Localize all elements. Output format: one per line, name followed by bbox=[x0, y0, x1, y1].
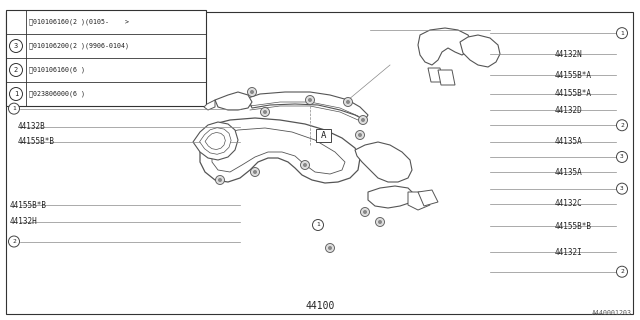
Text: A440001203: A440001203 bbox=[592, 310, 632, 316]
Text: Ⓝ023806000(6 ): Ⓝ023806000(6 ) bbox=[29, 91, 85, 97]
Bar bbox=[6, 10, 206, 106]
Circle shape bbox=[10, 87, 22, 100]
Circle shape bbox=[360, 207, 369, 217]
Circle shape bbox=[218, 178, 222, 182]
Text: 44132D: 44132D bbox=[555, 106, 583, 115]
Text: 3: 3 bbox=[620, 155, 624, 159]
Circle shape bbox=[376, 218, 385, 227]
Polygon shape bbox=[408, 192, 430, 210]
Circle shape bbox=[8, 103, 19, 114]
Bar bbox=[316, 129, 331, 142]
Circle shape bbox=[248, 87, 257, 97]
Polygon shape bbox=[355, 142, 412, 182]
Text: 3: 3 bbox=[14, 43, 18, 49]
Text: 44135A: 44135A bbox=[555, 168, 583, 177]
Polygon shape bbox=[212, 128, 345, 174]
Circle shape bbox=[308, 98, 312, 102]
Circle shape bbox=[312, 220, 323, 230]
Text: 44155B*B: 44155B*B bbox=[18, 137, 55, 146]
Circle shape bbox=[346, 100, 350, 104]
Circle shape bbox=[363, 210, 367, 214]
Circle shape bbox=[358, 133, 362, 137]
Circle shape bbox=[260, 108, 269, 116]
Text: 3: 3 bbox=[620, 186, 624, 191]
Circle shape bbox=[616, 120, 627, 131]
Text: 1: 1 bbox=[12, 106, 16, 111]
Polygon shape bbox=[204, 100, 215, 110]
Circle shape bbox=[10, 39, 22, 52]
Circle shape bbox=[328, 246, 332, 250]
Text: Ⓑ010106160(2 )(0105-    >: Ⓑ010106160(2 )(0105- > bbox=[29, 19, 129, 25]
Circle shape bbox=[616, 266, 627, 277]
Polygon shape bbox=[200, 128, 231, 154]
Polygon shape bbox=[368, 186, 415, 208]
Circle shape bbox=[358, 116, 367, 124]
Circle shape bbox=[250, 167, 259, 177]
Polygon shape bbox=[418, 190, 438, 206]
Text: 44132N: 44132N bbox=[555, 50, 583, 59]
Circle shape bbox=[250, 90, 254, 94]
Circle shape bbox=[616, 151, 627, 163]
Polygon shape bbox=[438, 70, 455, 85]
Polygon shape bbox=[205, 132, 225, 149]
Text: 2: 2 bbox=[12, 239, 16, 244]
Circle shape bbox=[378, 220, 382, 224]
Circle shape bbox=[361, 118, 365, 122]
Text: A: A bbox=[321, 131, 326, 140]
Polygon shape bbox=[460, 35, 500, 67]
Text: Ⓑ010106160(6 ): Ⓑ010106160(6 ) bbox=[29, 67, 85, 73]
Circle shape bbox=[8, 236, 19, 247]
Polygon shape bbox=[215, 92, 252, 110]
Circle shape bbox=[10, 63, 22, 76]
Text: 1: 1 bbox=[14, 91, 18, 97]
Text: 44155B*B: 44155B*B bbox=[555, 222, 592, 231]
Text: 44132C: 44132C bbox=[555, 199, 583, 208]
Circle shape bbox=[263, 110, 267, 114]
Text: 44155B*A: 44155B*A bbox=[555, 89, 592, 98]
Text: 2: 2 bbox=[620, 269, 624, 274]
Circle shape bbox=[326, 244, 335, 252]
Circle shape bbox=[303, 163, 307, 167]
Text: 44135A: 44135A bbox=[555, 137, 583, 146]
Text: Ⓑ010106200(2 )(9906-0104): Ⓑ010106200(2 )(9906-0104) bbox=[29, 43, 129, 49]
Text: 44155B*A: 44155B*A bbox=[555, 71, 592, 80]
Text: 1: 1 bbox=[620, 31, 624, 36]
Polygon shape bbox=[248, 92, 368, 120]
Circle shape bbox=[253, 170, 257, 174]
Circle shape bbox=[355, 131, 365, 140]
Circle shape bbox=[305, 95, 314, 105]
Circle shape bbox=[216, 175, 225, 185]
Polygon shape bbox=[200, 118, 360, 183]
Text: 2: 2 bbox=[14, 67, 18, 73]
Text: 1: 1 bbox=[316, 222, 320, 228]
Circle shape bbox=[616, 183, 627, 194]
Text: 44132I: 44132I bbox=[555, 248, 583, 257]
Polygon shape bbox=[193, 122, 238, 160]
Polygon shape bbox=[428, 68, 443, 82]
Text: 2: 2 bbox=[620, 123, 624, 128]
Polygon shape bbox=[418, 28, 472, 65]
Text: 44100: 44100 bbox=[305, 301, 335, 311]
Text: 44132H: 44132H bbox=[10, 217, 38, 226]
Text: 44155B*B: 44155B*B bbox=[10, 201, 47, 210]
Circle shape bbox=[301, 161, 310, 170]
Text: 44132B: 44132B bbox=[18, 122, 45, 131]
Circle shape bbox=[616, 28, 627, 39]
Circle shape bbox=[344, 98, 353, 107]
